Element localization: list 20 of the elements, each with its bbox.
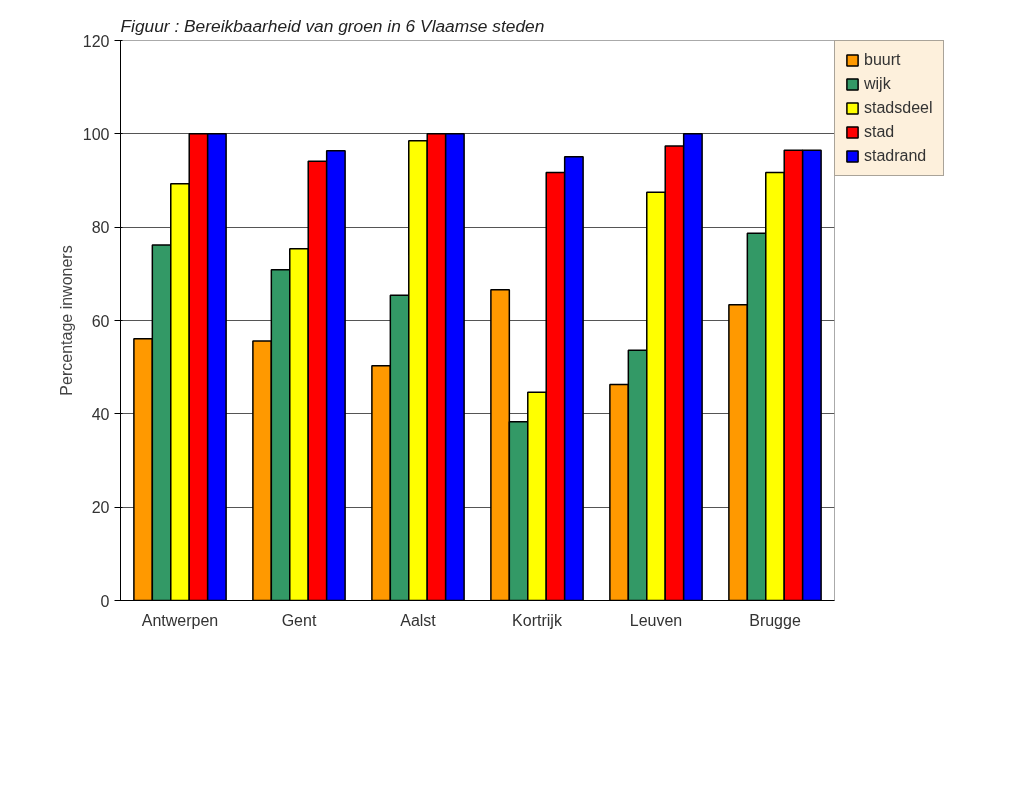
x-tick-label: Kortrijk (512, 611, 563, 629)
x-tick-label: Antwerpen (141, 611, 219, 629)
y-tick-label: 0 (100, 592, 110, 610)
x-tick-label: Aalst (400, 611, 437, 629)
chart-title: Figuur : Bereikbaarheid van groen in 6 Vlaamse steden (120, 15, 545, 36)
y-tick-label: 60 (91, 312, 110, 330)
y-tick-label: 120 (82, 32, 110, 50)
y-axis-title: Percentage inwoners (57, 245, 75, 396)
y-tick-label: 20 (91, 499, 110, 517)
y-tick-label: 80 (91, 219, 110, 237)
legend-label: stad (864, 123, 895, 141)
x-tick-label: Gent (281, 611, 317, 629)
y-tick-label: 100 (82, 125, 110, 143)
legend-label: stadsdeel (864, 99, 933, 117)
legend-label: wijk (864, 75, 891, 93)
x-tick-label: Brugge (749, 611, 801, 629)
y-tick-label: 40 (91, 405, 110, 423)
legend-label: buurt (864, 51, 901, 69)
legend-label: stadrand (864, 147, 927, 165)
x-tick-label: Leuven (629, 611, 683, 629)
